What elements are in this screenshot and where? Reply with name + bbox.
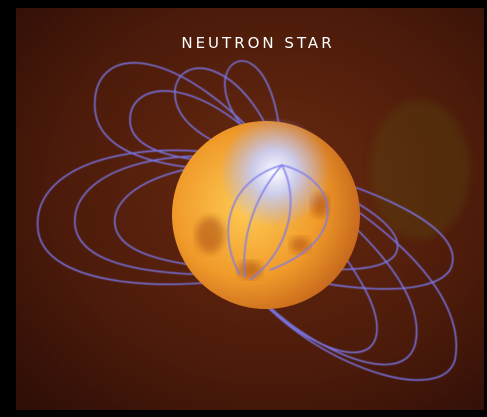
pole-glow [220,117,330,227]
title: NEUTRON STAR [181,34,334,52]
haze [370,100,470,240]
field-lines-front [227,164,329,281]
star-spots [196,193,329,279]
